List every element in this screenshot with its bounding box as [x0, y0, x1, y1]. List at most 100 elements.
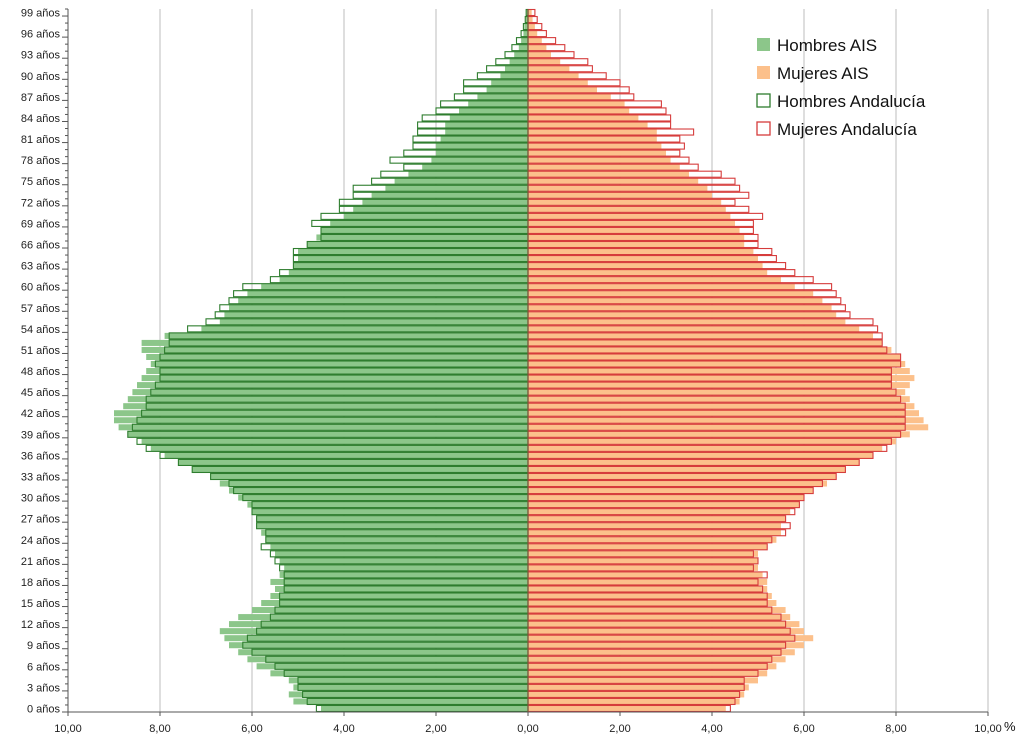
hombres-ais-bar — [394, 178, 528, 185]
mujeres-ais-bar — [528, 157, 671, 164]
hombres-ais-bar — [279, 276, 528, 283]
y-tick-label: 60 años — [21, 282, 61, 294]
hombres-ais-bar — [307, 241, 528, 248]
hombres-ais-bar — [509, 58, 528, 65]
mujeres-ais-bar — [528, 663, 777, 670]
mujeres-ais-bar — [528, 607, 786, 614]
hombres-ais-bar — [293, 684, 528, 691]
mujeres-ais-bar — [528, 255, 758, 262]
hombres-ais-bar — [275, 585, 528, 592]
hombres-ais-bar — [288, 269, 528, 276]
x-tick-label: 8,00 — [885, 723, 906, 735]
hombres-ais-bar — [275, 550, 528, 557]
hombres-ais-bar — [353, 206, 528, 213]
hombres-ais-bar — [491, 79, 528, 86]
y-tick-label: 99 años — [21, 8, 61, 20]
y-tick-label: 78 años — [21, 155, 61, 167]
legend-swatch — [756, 93, 771, 108]
hombres-ais-bar — [256, 663, 528, 670]
hombres-ais-bar — [146, 353, 528, 360]
mujeres-ais-bar — [528, 529, 781, 536]
hombres-ais-bar — [238, 297, 528, 304]
hombres-ais-bar — [298, 248, 528, 255]
mujeres-ais-bar — [528, 550, 758, 557]
hombres-ais-bar — [523, 30, 528, 37]
hombres-ais-bar — [141, 339, 528, 346]
mujeres-ais-bar — [528, 227, 740, 234]
hombres-ais-bar — [150, 361, 529, 368]
mujeres-ais-bar — [528, 494, 804, 501]
hombres-ais-bar — [219, 628, 529, 635]
mujeres-ais-bar — [528, 621, 800, 628]
hombres-ais-bar — [256, 522, 528, 529]
hombres-ais-bar — [137, 382, 528, 389]
hombres-ais-bar — [449, 114, 528, 121]
hombres-ais-bar — [521, 37, 528, 44]
y-tick-label: 93 años — [21, 50, 61, 62]
hombres-ais-bar — [330, 220, 528, 227]
mujeres-ais-bar — [528, 403, 915, 410]
y-tick-label: 45 años — [21, 387, 61, 399]
hombres-ais-bar — [526, 9, 528, 16]
hombres-ais-bar — [146, 368, 528, 375]
y-tick-label: 9 años — [27, 640, 61, 652]
x-tick-label: 6,00 — [793, 723, 814, 735]
x-tick-label: 8,00 — [149, 723, 170, 735]
y-tick-label: 3 años — [27, 682, 61, 694]
mujeres-ais-bar — [528, 311, 837, 318]
axes — [62, 8, 989, 716]
mujeres-ais-bar — [528, 508, 791, 515]
mujeres-ais-bar — [528, 649, 795, 656]
mujeres-ais-bar — [528, 234, 745, 241]
legend-label: Mujeres AIS — [777, 64, 869, 83]
hombres-ais-bar — [505, 65, 528, 72]
mujeres-ais-bar — [528, 23, 535, 30]
mujeres-ais-bar — [528, 375, 915, 382]
mujeres-ais-bar — [528, 129, 657, 136]
y-tick-label: 6 años — [27, 661, 61, 673]
hombres-ais-bar — [270, 670, 528, 677]
x-tick-label: 6,00 — [241, 723, 262, 735]
hombres-ais-bar — [261, 283, 528, 290]
hombres-ais-bar — [321, 705, 528, 712]
y-tick-label: 27 años — [21, 514, 61, 526]
mujeres-ais-bar — [528, 297, 823, 304]
mujeres-ais-bar — [528, 424, 929, 431]
y-tick-label: 24 años — [21, 535, 61, 547]
hombres-ais-bar — [118, 424, 528, 431]
mujeres-ais-bar — [528, 171, 689, 178]
hombres-ais-bar — [261, 529, 528, 536]
hombres-ais-bar — [500, 72, 528, 79]
mujeres-ais-bar — [528, 578, 768, 585]
hombres-ais-bar — [293, 262, 528, 269]
hombres-ais-bar — [201, 325, 528, 332]
mujeres-ais-bar — [528, 199, 722, 206]
hombres-ais-bar — [178, 459, 528, 466]
hombres-ais-bar — [293, 698, 528, 705]
y-tick-label: 72 años — [21, 197, 61, 209]
mujeres-ais-bar — [528, 445, 883, 452]
mujeres-ais-bar — [528, 220, 735, 227]
hombres-ais-bar — [238, 494, 528, 501]
mujeres-ais-bar — [528, 459, 860, 466]
andalucia-bars — [127, 8, 906, 713]
hombres-ais-bar — [514, 51, 528, 58]
y-tick-label: 96 años — [21, 29, 61, 41]
hombres-ais-bar — [123, 403, 528, 410]
hombres-ais-bar — [321, 227, 528, 234]
hombres-ais-bar — [459, 107, 528, 114]
hombres-ais-bar — [224, 635, 528, 642]
x-tick-label: 0,00 — [517, 723, 538, 735]
legend-swatch — [756, 121, 771, 136]
mujeres-ais-bar — [528, 571, 763, 578]
mujeres-ais-bar — [528, 248, 754, 255]
hombres-ais-bar — [524, 23, 528, 30]
hombres-ais-bar — [247, 501, 528, 508]
hombres-ais-bar — [141, 375, 528, 382]
mujeres-ais-bar — [528, 37, 542, 44]
hombres-ais-bar — [468, 100, 528, 107]
hombres-ais-bar — [247, 290, 528, 297]
mujeres-ais-bar — [528, 501, 800, 508]
mujeres-ais-bar — [528, 262, 763, 269]
